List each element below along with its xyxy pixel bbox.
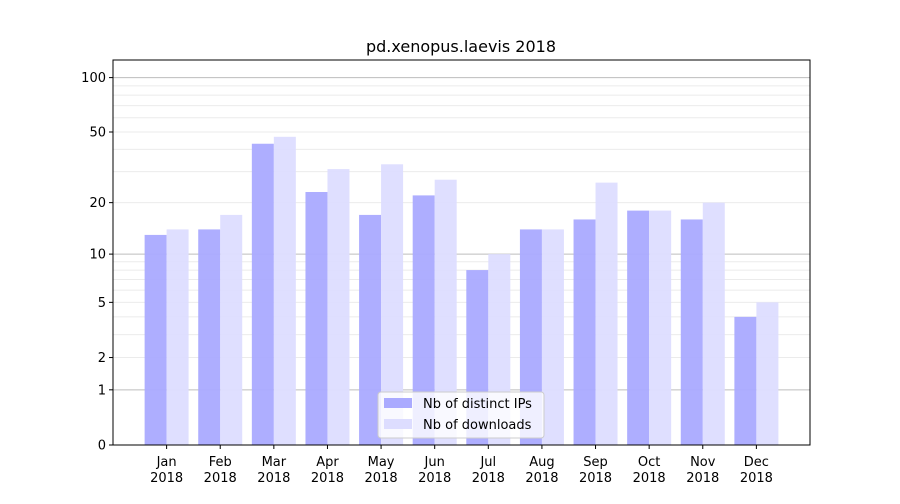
bar-downloads xyxy=(273,136,296,445)
bar-distinct-ips xyxy=(359,214,382,445)
x-tick-label: Mar 2018 xyxy=(257,455,290,486)
x-tick-label: Aug 2018 xyxy=(525,455,558,486)
y-tick-label: 20 xyxy=(89,196,106,211)
x-tick-label: Sep 2018 xyxy=(579,455,612,486)
bar-downloads xyxy=(702,202,725,445)
y-tick-label: 1 xyxy=(98,383,106,398)
bar-downloads xyxy=(434,179,457,445)
bar-downloads xyxy=(756,302,779,445)
legend-label: Nb of distinct IPs xyxy=(423,397,532,412)
x-tick-label: Jun 2018 xyxy=(418,455,451,486)
bar-downloads xyxy=(381,164,404,446)
bar-distinct-ips xyxy=(680,219,703,445)
y-tick-label: 100 xyxy=(81,71,106,86)
legend-swatch xyxy=(384,419,412,429)
x-tick-label: Jan 2018 xyxy=(150,455,183,486)
bar-downloads xyxy=(541,229,564,445)
bar-distinct-ips xyxy=(305,192,328,445)
bar-downloads xyxy=(649,210,672,445)
x-tick-label: Dec 2018 xyxy=(740,455,773,486)
axes-frame xyxy=(112,59,811,446)
bar-distinct-ips xyxy=(627,210,650,445)
x-tick-label: May 2018 xyxy=(365,455,398,486)
bar-distinct-ips xyxy=(734,316,757,445)
x-tick-label: Apr 2018 xyxy=(311,455,344,486)
legend-swatch xyxy=(384,398,412,408)
bar-downloads xyxy=(327,169,350,445)
bar-downloads xyxy=(166,229,189,445)
bar-distinct-ips xyxy=(573,219,596,445)
chart-title: pd.xenopus.laevis 2018 xyxy=(366,37,556,56)
bar-distinct-ips xyxy=(144,234,167,445)
bar-distinct-ips xyxy=(519,229,542,445)
bar-downloads xyxy=(595,182,618,445)
bar-distinct-ips xyxy=(198,229,221,445)
bar-downloads xyxy=(220,214,243,445)
x-tick-label: Feb 2018 xyxy=(204,455,237,486)
x-tick-label: Oct 2018 xyxy=(633,455,666,486)
x-tick-label: Nov 2018 xyxy=(686,455,719,486)
legend-label: Nb of downloads xyxy=(423,418,532,433)
y-tick-label: 10 xyxy=(89,248,106,263)
y-tick-label: 2 xyxy=(98,351,106,366)
bar-distinct-ips xyxy=(251,143,274,446)
y-tick-label: 0 xyxy=(98,439,106,454)
x-tick-label: Jul 2018 xyxy=(472,455,505,486)
y-tick-label: 5 xyxy=(98,296,106,311)
legend: Nb of distinct IPs Nb of downloads xyxy=(377,391,545,439)
bar-distinct-ips xyxy=(412,195,435,445)
y-tick-label: 50 xyxy=(89,126,106,141)
legend-box xyxy=(377,391,545,439)
